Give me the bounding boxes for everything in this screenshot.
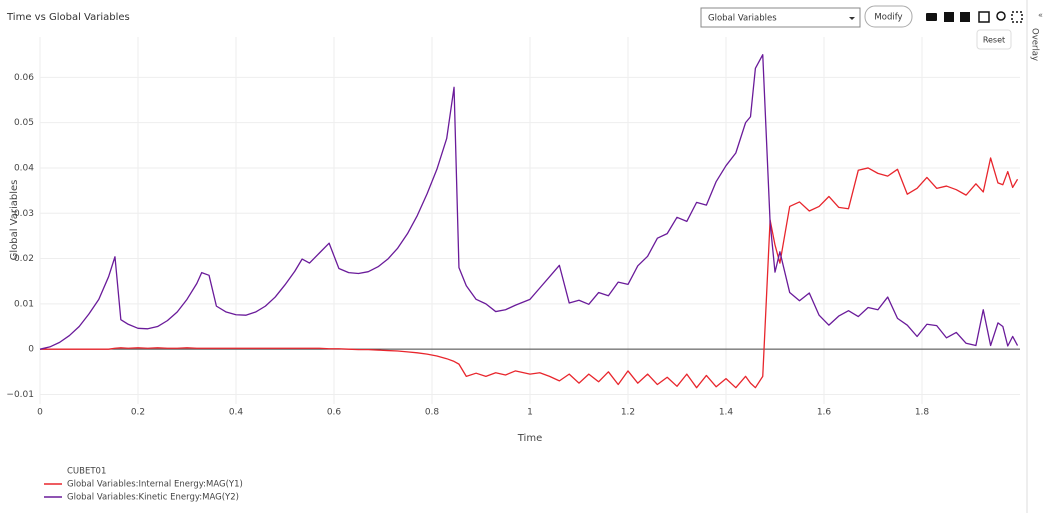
y-axis-title: Global Variables [9,180,20,261]
tooltip-text: Reset [983,36,1005,45]
sidebar-collapse[interactable]: « [1038,11,1043,20]
dropdown[interactable] [700,7,861,28]
tooltip [976,29,1012,50]
dropdown-arrow [849,17,855,20]
y-tick-label: 0.01 [14,299,34,309]
x-tick-label: 1.6 [817,408,832,418]
y-tick-label: 0.02 [14,254,34,264]
y-tick-label: 0.03 [14,209,34,219]
x-tick-label: 0.2 [131,408,145,418]
legend-title: CUBET01 [67,467,106,477]
y-tick-label: 0.06 [14,73,34,83]
x-tick-label: 0.8 [425,408,440,418]
series-line [39,54,1019,350]
sidebar-label[interactable]: Overlay [1030,28,1040,61]
series-line [40,157,1019,389]
x-tick-label: 0 [37,408,43,418]
modify-button[interactable] [864,5,913,28]
x-tick-label: 1.4 [719,408,734,418]
x-tick-label: 1.2 [621,408,635,418]
y-tick-label: −0.01 [6,390,34,400]
zoom-in-icon[interactable] [944,12,954,22]
modify-button-text: Modify [874,13,902,23]
y-tick-label: 0.04 [14,163,34,173]
legend-label: Global Variables:Internal Energy:MAG(Y1) [67,480,243,490]
x-tick-label: 1 [527,408,533,418]
legend-label: Global Variables:Kinetic Energy:MAG(Y2) [67,493,239,503]
y-tick-label: 0 [28,345,34,355]
zoom-out-icon[interactable] [960,12,970,22]
dropdown-text: Global Variables [708,14,777,24]
chart-title: Time vs Global Variables [6,12,130,23]
x-tick-label: 0.6 [327,408,342,418]
camera-icon[interactable] [926,13,937,21]
x-tick-label: 0.4 [229,408,244,418]
x-axis-title: Time [517,433,542,444]
reset-icon[interactable] [996,11,1006,21]
y-tick-label: 0.05 [14,118,34,128]
legend-icon[interactable] [1011,11,1023,23]
save-icon[interactable] [978,11,990,23]
toolbar [926,11,1023,23]
x-tick-label: 1.8 [915,408,930,418]
